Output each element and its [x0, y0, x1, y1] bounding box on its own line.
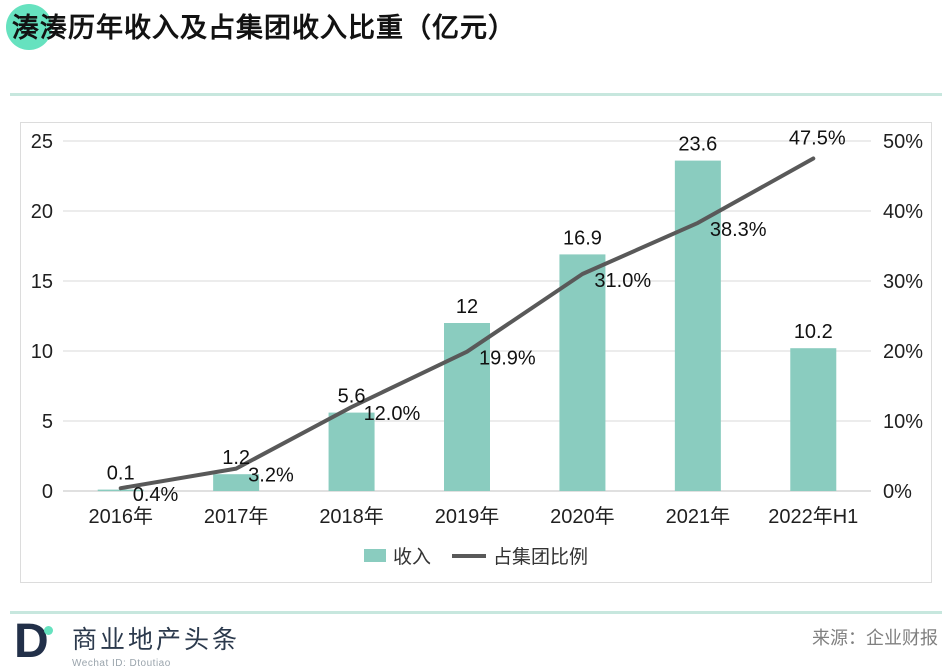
x-axis-label: 2020年: [550, 505, 615, 528]
left-axis-tick: 15: [31, 271, 53, 293]
line-value-label: 0.4%: [133, 484, 179, 506]
page-title: 湊湊历年收入及占集团收入比重（亿元）: [12, 13, 516, 43]
legend-line-swatch: [452, 553, 486, 558]
bar-value-label: 1.2: [222, 447, 250, 469]
x-axis-label: 2017年: [204, 505, 269, 528]
x-axis-label: 2016年: [88, 505, 153, 528]
right-axis-tick: 50%: [883, 131, 923, 153]
bar: [213, 474, 260, 491]
left-axis-tick: 10: [31, 341, 53, 363]
legend-bar-swatch: [363, 549, 386, 562]
right-axis-tick: 40%: [883, 201, 923, 223]
line-value-label: 47.5%: [789, 128, 846, 150]
left-axis-tick: 25: [31, 131, 53, 153]
line-value-label: 38.3%: [710, 219, 767, 241]
brand-text: 商业地产头条 Wechat ID: Dtoutiao: [72, 620, 240, 669]
line-value-label: 3.2%: [248, 465, 294, 487]
line-value-label: 31.0%: [594, 270, 651, 292]
right-axis-tick: 30%: [883, 271, 923, 293]
bar-value-label: 12: [456, 296, 478, 318]
header: 湊湊历年收入及占集团收入比重（亿元）: [6, 4, 516, 58]
bar-value-label: 23.6: [678, 134, 717, 156]
legend-line-label: 占集团比例: [493, 547, 589, 568]
chart-canvas: 0 0% 5 10% 10 20% 15 30% 20 40% 25 50% 0.1 1.2 5.6 12 16…: [31, 128, 923, 529]
line-value-label: 19.9%: [479, 348, 536, 370]
bar-value-label: 16.9: [563, 227, 602, 249]
bar: [674, 160, 721, 491]
bar: [97, 489, 144, 492]
right-axis-tick: 0%: [883, 481, 912, 503]
logo-letter: D: [14, 615, 49, 668]
header-divider: [10, 93, 942, 96]
bar: [559, 254, 606, 491]
x-axis-label: 2021年: [666, 505, 731, 528]
left-axis-tick: 20: [31, 201, 53, 223]
bar: [790, 348, 837, 491]
right-axis-tick: 10%: [883, 411, 923, 433]
footer: D 商业地产头条 Wechat ID: Dtoutiao 来源：企业财报: [0, 614, 952, 672]
chart-legend: 收入 占集团比例: [21, 542, 931, 569]
ratio-line: [118, 156, 816, 491]
x-axis-label: 2019年: [435, 505, 500, 528]
title-wrap: 湊湊历年收入及占集团收入比重（亿元）: [6, 4, 516, 50]
bar-value-label: 0.1: [107, 463, 135, 485]
line-value-label: 12.0%: [364, 403, 421, 425]
left-axis-tick: 0: [42, 481, 53, 503]
brand-wechat-id: Wechat ID: Dtoutiao: [72, 658, 171, 669]
footer-divider: [10, 611, 942, 614]
bar: [328, 412, 375, 491]
brand-logo: D: [14, 616, 66, 670]
legend-bar-label: 收入: [392, 547, 431, 568]
brand-name: 商业地产头条: [72, 626, 241, 654]
chart-container: 0 0% 5 10% 10 20% 15 30% 20 40% 25 50% 0.1 1.2 5.6 12 16…: [20, 122, 932, 583]
left-axis-tick: 5: [42, 411, 53, 433]
logo-dot-icon: [44, 626, 53, 635]
bar-value-label: 5.6: [338, 386, 366, 408]
bar-value-label: 10.2: [794, 321, 833, 343]
x-axis-label: 2018年: [319, 505, 384, 528]
data-source-label: 来源：企业财报: [812, 628, 938, 648]
right-axis-tick: 20%: [883, 341, 923, 363]
x-axis-label: 2022年H1: [768, 505, 858, 528]
title-accent-circle: [6, 4, 52, 50]
